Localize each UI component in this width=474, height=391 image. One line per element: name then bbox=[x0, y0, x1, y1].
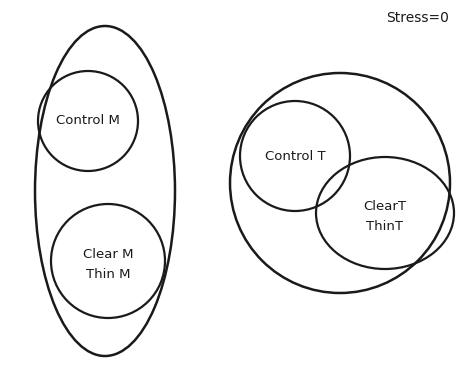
Text: Control M: Control M bbox=[56, 115, 120, 127]
Text: Thin M: Thin M bbox=[86, 269, 130, 282]
Text: Stress=0: Stress=0 bbox=[386, 11, 448, 25]
Text: Clear M: Clear M bbox=[83, 248, 133, 260]
Text: ThinT: ThinT bbox=[366, 219, 403, 233]
Text: ClearT: ClearT bbox=[364, 199, 407, 212]
Text: Control T: Control T bbox=[264, 149, 325, 163]
